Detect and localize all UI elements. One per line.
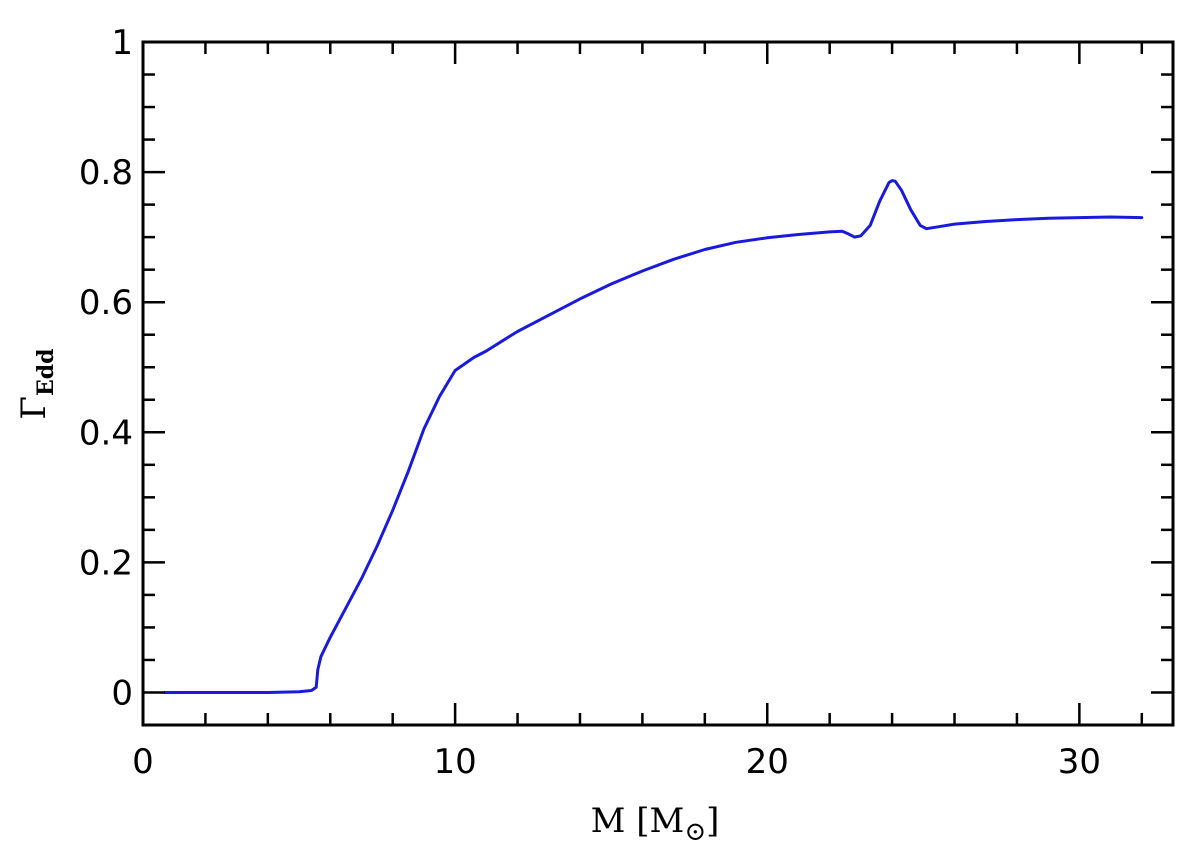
- x-axis-label-sub: ⊙: [684, 817, 706, 846]
- x-tick-label: 0: [132, 742, 154, 782]
- y-axis-label-sub: Edd: [33, 348, 59, 396]
- y-tick-label: 0.2: [79, 543, 133, 583]
- x-tick-label: 20: [746, 742, 789, 782]
- y-tick-label: 0.6: [79, 283, 133, 323]
- y-axis-label-main: Γ: [14, 396, 54, 420]
- y-tick-label: 0: [111, 673, 133, 713]
- x-axis-label-main: M [M: [591, 801, 685, 841]
- axis-tick-labels: 0 10 20 30 0 0.2 0.4 0.6 0.8 1: [79, 23, 1101, 782]
- x-tick-label: 10: [433, 742, 476, 782]
- x-tick-label: 30: [1058, 742, 1101, 782]
- plot-area: [163, 179, 1144, 694]
- axis-ticks: [141, 40, 1173, 727]
- x-axis-label: M [M⊙]: [591, 801, 720, 846]
- y-tick-label: 0.8: [79, 153, 133, 193]
- y-tick-label: 1: [111, 23, 133, 63]
- y-axis-label: ΓEdd: [14, 348, 59, 419]
- y-tick-label: 0.4: [79, 413, 133, 453]
- x-axis-label-close: ]: [706, 801, 719, 841]
- series-line: [163, 179, 1144, 694]
- axis-frame: [141, 40, 1175, 727]
